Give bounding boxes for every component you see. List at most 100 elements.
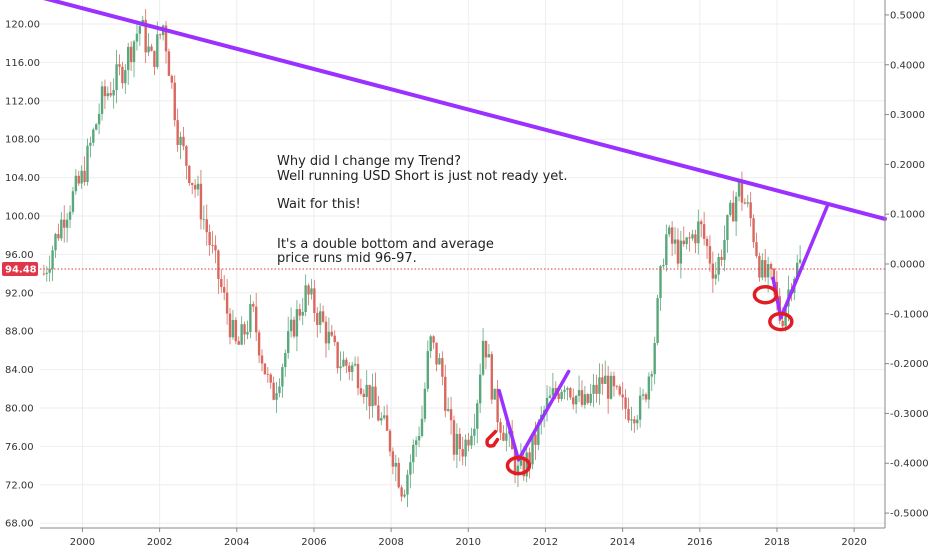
x-tick-label: 2002	[147, 537, 172, 548]
candle-body	[400, 487, 403, 497]
candle-body	[144, 19, 147, 53]
candle-body	[336, 342, 339, 369]
candle-body	[653, 342, 656, 375]
candle-body	[638, 395, 642, 420]
candle-body	[455, 433, 459, 455]
candle-body	[473, 428, 476, 436]
annotation-line: Well running USD Short is just not ready…	[277, 169, 568, 184]
candle-body	[452, 420, 456, 455]
candle-body	[490, 354, 493, 400]
candle-body	[118, 64, 121, 67]
candle-body	[188, 165, 191, 184]
candle-body	[548, 395, 552, 398]
candle-body	[647, 376, 651, 400]
candle-body	[563, 389, 566, 392]
candle-body	[446, 409, 450, 411]
candle-body	[467, 439, 470, 446]
marker-group	[485, 284, 794, 476]
candle-body	[324, 321, 328, 344]
candle-body	[132, 41, 136, 63]
candle-body	[313, 288, 316, 314]
candle-body	[95, 124, 98, 130]
candle-body	[740, 180, 744, 203]
candle-body	[129, 46, 133, 63]
long-term-trendline	[43, 0, 887, 221]
candle-body	[630, 419, 633, 421]
candle-body	[435, 342, 438, 365]
y-right-tick-label: -0.3000	[890, 409, 929, 420]
candle-body	[717, 256, 720, 275]
candle-body	[121, 66, 124, 84]
candle-body	[420, 418, 424, 436]
candle-body	[68, 211, 72, 220]
candle-body	[48, 269, 51, 273]
candle-body	[301, 311, 304, 316]
candle-body	[57, 234, 60, 239]
candle-body	[525, 452, 528, 477]
candle-body	[444, 376, 447, 411]
candle-body	[522, 456, 525, 477]
candle-body	[138, 26, 142, 34]
y-left-tick-label: 104.00	[5, 173, 40, 184]
y-right-tick-label: -0.1000	[890, 309, 929, 320]
candle-body	[636, 419, 639, 424]
y-right-tick-label: -0.2000	[890, 359, 929, 370]
candle-body	[746, 202, 749, 204]
candle-body	[127, 46, 130, 71]
candle-body	[266, 374, 270, 375]
candle-body	[350, 365, 354, 372]
candle-body	[502, 432, 505, 441]
candle-body	[662, 264, 665, 267]
candle-body	[598, 377, 601, 394]
candle-body	[537, 422, 540, 445]
candle-body	[612, 375, 616, 387]
candle-body	[115, 64, 118, 91]
candle-body	[228, 313, 232, 338]
candle-body	[225, 292, 229, 314]
candle-body	[342, 359, 345, 367]
candle-body	[365, 384, 368, 398]
candle-body	[592, 384, 595, 394]
candle-body	[97, 113, 101, 125]
candle-body	[694, 234, 697, 244]
candle-body	[333, 335, 336, 343]
annotation-text: Why did I change my Trend?Well running U…	[277, 154, 568, 266]
candle-body	[659, 266, 662, 299]
candle-body	[633, 419, 636, 424]
candle-body	[734, 196, 738, 222]
candle-body	[318, 311, 322, 325]
candle-body	[60, 219, 63, 239]
candle-body	[505, 433, 508, 441]
candle-body	[752, 218, 755, 243]
candle-body	[176, 120, 179, 145]
candle-body	[327, 331, 331, 344]
x-tick-label: 2020	[841, 537, 866, 548]
candle-body	[42, 273, 46, 275]
candle-body	[199, 183, 203, 220]
candle-body	[234, 319, 238, 342]
candle-body	[377, 405, 380, 421]
candle-body	[798, 259, 802, 263]
candle-body	[170, 75, 174, 83]
candle-body	[106, 93, 110, 97]
y-left-tick-label: 100.00	[5, 212, 40, 223]
candle-body	[292, 319, 296, 337]
candle-body	[362, 393, 366, 398]
y-left-tick-label: 76.00	[5, 442, 34, 453]
candle-body	[414, 440, 418, 445]
candle-body	[86, 145, 89, 183]
candle-body	[772, 268, 776, 282]
red-circle-marker	[752, 284, 779, 305]
candle-body	[574, 395, 578, 405]
candle-body	[240, 324, 243, 345]
candle-body	[429, 336, 432, 352]
candle-body	[205, 219, 208, 233]
candle-body	[257, 332, 261, 356]
candle-body	[371, 386, 374, 407]
candle-body	[732, 202, 735, 222]
candle-body	[481, 340, 485, 375]
candle-body	[720, 256, 723, 260]
candle-body	[83, 170, 86, 183]
candle-body	[167, 51, 171, 76]
x-tick-label: 2012	[533, 537, 558, 548]
